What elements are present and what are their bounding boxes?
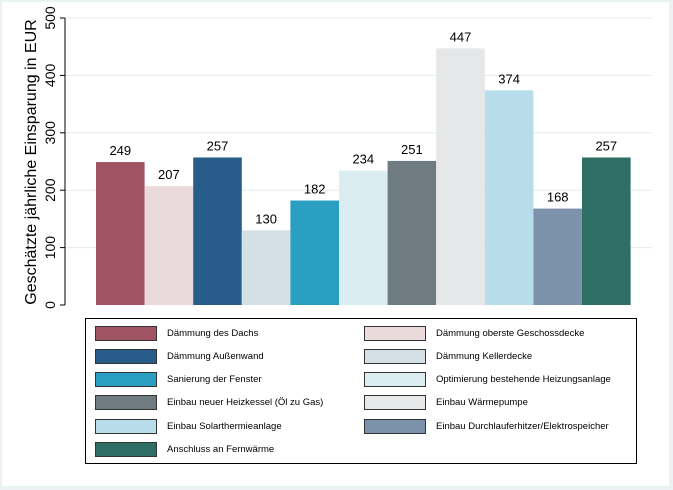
- legend-entry: Einbau Durchlauferhitzer/Elektrospeicher: [364, 418, 609, 434]
- legend-label: Dämmung des Dachs: [167, 327, 259, 339]
- legend-label: Einbau Durchlauferhitzer/Elektrospeicher: [436, 420, 609, 432]
- y-tick-label: 500: [42, 6, 58, 30]
- legend-swatch: [95, 348, 157, 364]
- legend-entry: Einbau Wärmepumpe: [364, 395, 528, 411]
- legend-swatch: [95, 395, 157, 411]
- legend-entry: Dämmung Kellerdecke: [364, 348, 532, 364]
- legend: Dämmung des Dachs Dämmung oberste Geschos…: [85, 318, 637, 464]
- chart-frame: Geschätzte jährliche Einsparung in EUR 2…: [2, 2, 669, 486]
- y-tick-label: 400: [42, 64, 58, 88]
- bar: [241, 230, 291, 305]
- data-label: 251: [401, 142, 423, 157]
- data-label: 130: [255, 211, 277, 226]
- data-label: 182: [304, 182, 326, 197]
- data-label: 207: [158, 167, 180, 182]
- legend-entry: Anschluss an Fernwärme: [95, 442, 274, 458]
- legend-label: Einbau Wärmepumpe: [436, 397, 528, 409]
- legend-swatch: [95, 372, 157, 388]
- data-label: 168: [547, 190, 569, 205]
- bar: [290, 200, 339, 305]
- data-label: 257: [207, 138, 229, 153]
- y-tick-label: 300: [42, 121, 58, 145]
- bar: [582, 157, 631, 305]
- bar-chart: Geschätzte jährliche Einsparung in EUR 2…: [23, 6, 652, 309]
- data-label: 257: [595, 138, 617, 153]
- legend-swatch: [364, 418, 426, 434]
- legend-label: Sanierung der Fenster: [167, 374, 262, 386]
- bar: [96, 162, 145, 305]
- bar: [144, 186, 194, 305]
- data-label: 234: [352, 152, 374, 167]
- legend-swatch: [95, 442, 157, 457]
- data-label: 249: [109, 143, 131, 158]
- data-label: 447: [450, 29, 472, 44]
- legend-swatch: [364, 372, 426, 388]
- bar: [387, 160, 437, 305]
- legend-swatch: [364, 325, 426, 341]
- bar: [193, 157, 242, 305]
- legend-label: Einbau Solarthermieanlage: [167, 420, 282, 432]
- bar: [436, 48, 485, 306]
- legend-label: Dämmung Außenwand: [167, 350, 264, 362]
- legend-label: Einbau neuer Heizkessel (Öl zu Gas): [167, 397, 324, 409]
- legend-entry: Dämmung oberste Geschossdecke: [364, 325, 584, 341]
- legend-entry: Optimierung bestehende Heizungsanlage: [364, 372, 611, 388]
- legend-entry: Dämmung des Dachs: [95, 325, 258, 341]
- bar: [484, 90, 534, 305]
- y-axis-title: Geschätzte jährliche Einsparung in EUR: [23, 19, 40, 304]
- legend-entry: Dämmung Außenwand: [95, 348, 264, 364]
- legend-swatch: [95, 325, 157, 341]
- bar: [339, 170, 388, 305]
- legend-swatch: [95, 418, 157, 434]
- legend-label: Optimierung bestehende Heizungsanlage: [436, 374, 611, 386]
- legend-entry: Sanierung der Fenster: [95, 372, 262, 388]
- legend-label: Anschluss an Fernwärme: [167, 444, 275, 455]
- y-tick-label: 200: [42, 178, 58, 202]
- y-tick-label: 100: [42, 236, 58, 260]
- legend-label: Dämmung oberste Geschossdecke: [436, 327, 585, 339]
- y-tick-label: 0: [42, 301, 58, 309]
- legend-swatch: [364, 348, 426, 364]
- legend-entry: Einbau neuer Heizkessel (Öl zu Gas): [95, 395, 323, 411]
- data-label: 374: [498, 71, 520, 86]
- legend-label: Dämmung Kellerdecke: [436, 350, 533, 362]
- legend-entry: Einbau Solarthermieanlage: [95, 418, 282, 434]
- legend-swatch: [364, 395, 426, 411]
- bar: [533, 208, 582, 305]
